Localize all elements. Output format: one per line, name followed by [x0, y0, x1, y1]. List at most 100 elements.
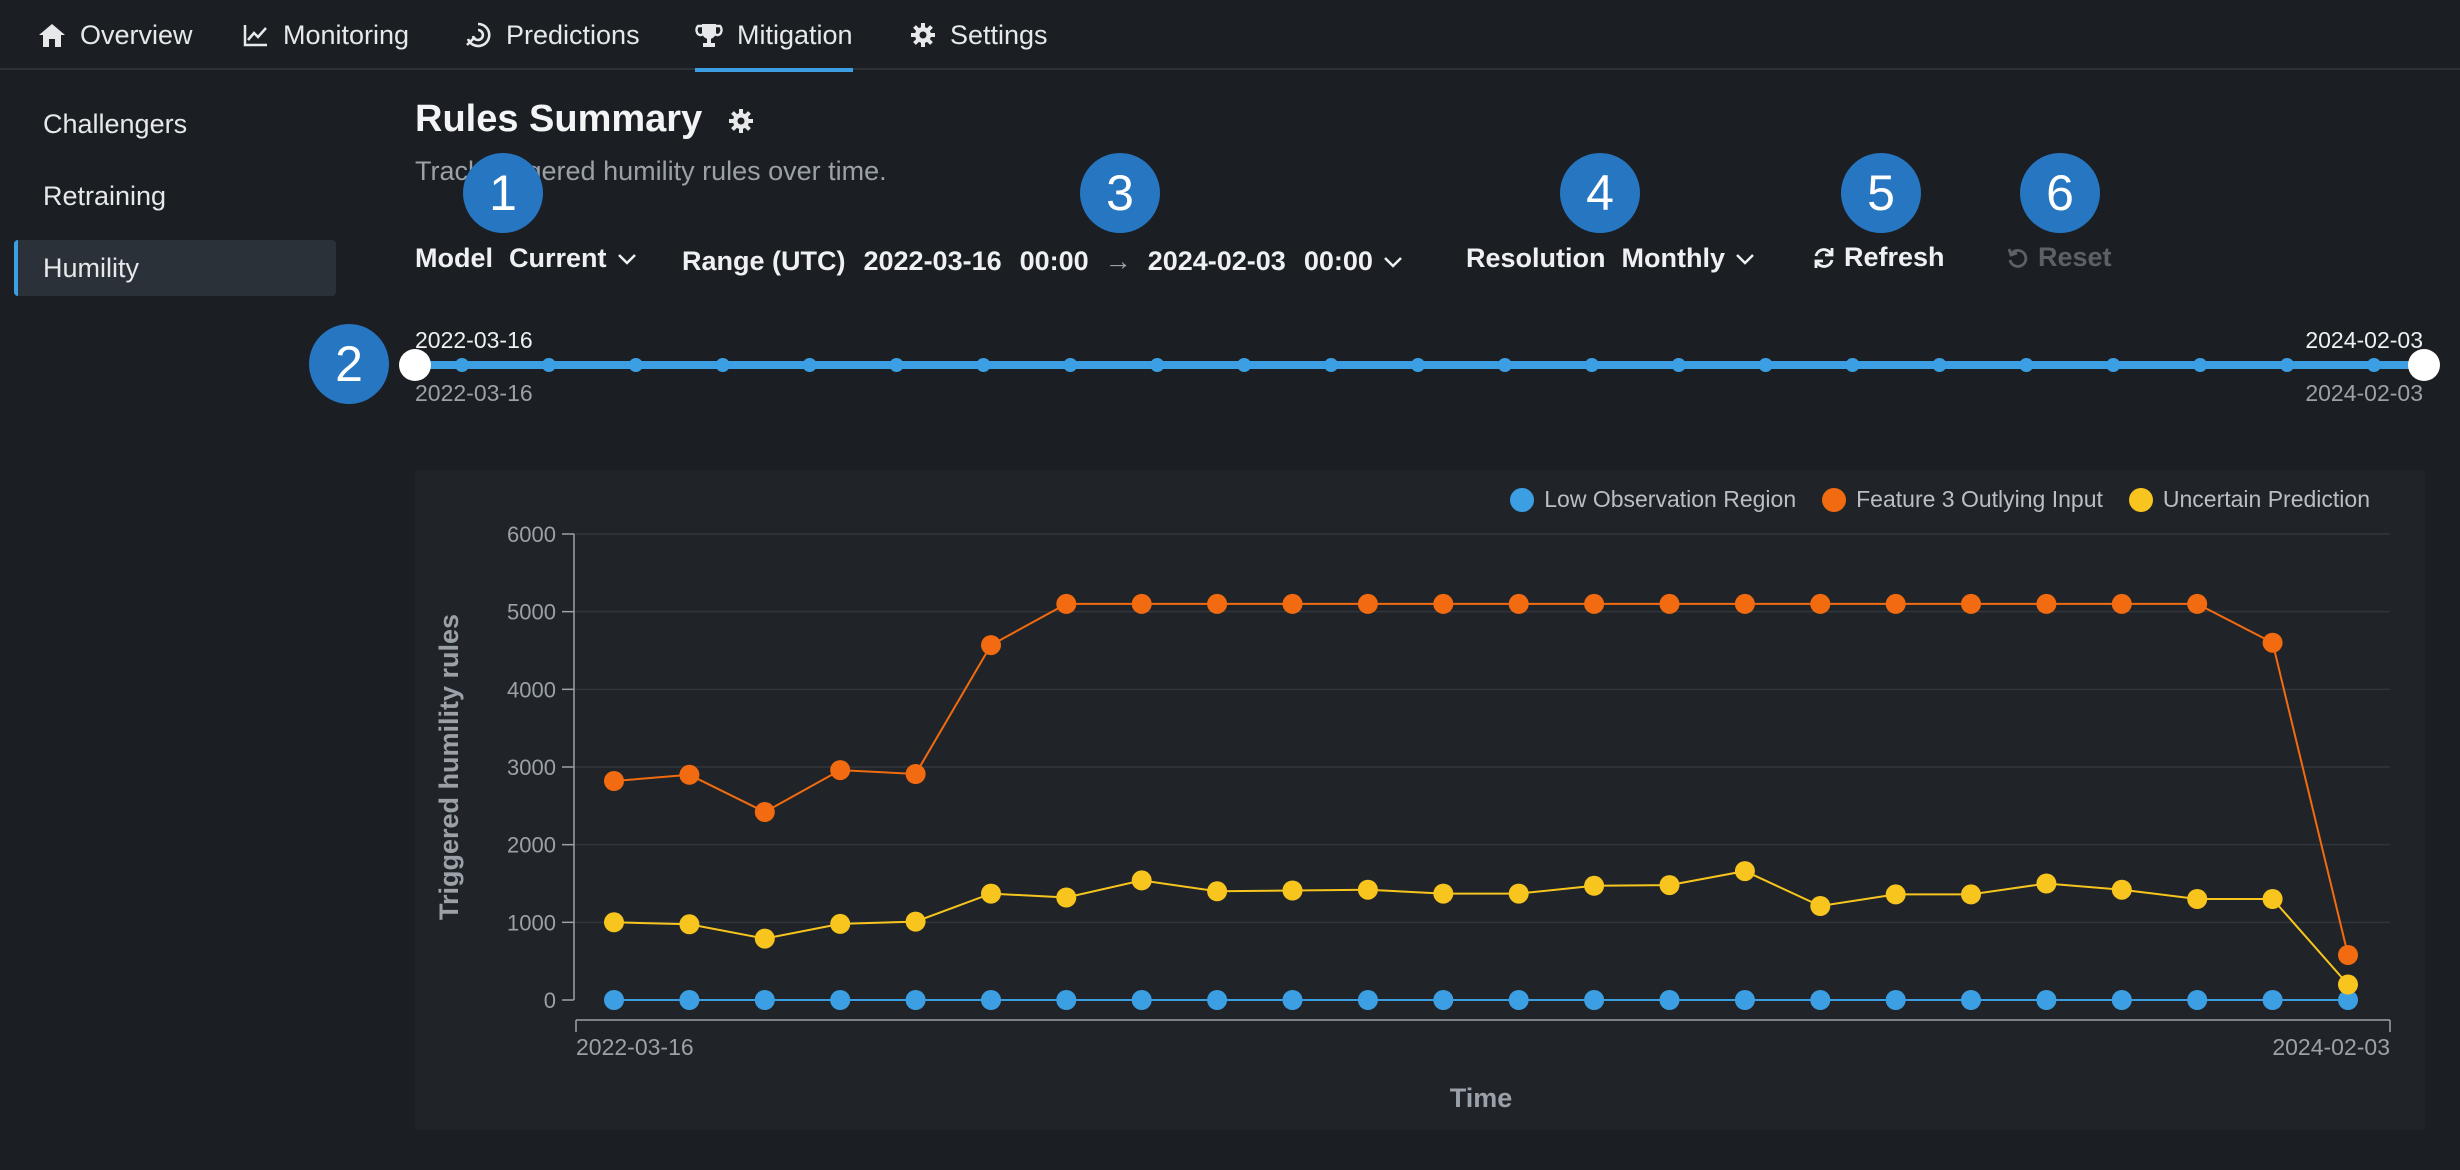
data-point[interactable] — [2111, 593, 2132, 614]
data-point[interactable] — [2111, 879, 2132, 900]
data-point[interactable] — [830, 990, 851, 1010]
range-selector[interactable]: Range (UTC) 2022-03-16 00:00 → 2024-02-0… — [682, 246, 1403, 277]
data-point[interactable] — [754, 990, 775, 1010]
model-selector[interactable]: Model Current — [415, 243, 637, 274]
data-point[interactable] — [1961, 990, 1981, 1010]
range-end-date[interactable]: 2024-02-03 — [1147, 246, 1286, 276]
range-start-time[interactable]: 00:00 — [1019, 246, 1089, 276]
range-slider[interactable] — [0, 345, 2460, 385]
data-point[interactable] — [1282, 880, 1303, 901]
data-point[interactable] — [905, 764, 926, 784]
data-point[interactable] — [2338, 945, 2358, 965]
data-point[interactable] — [1885, 884, 1906, 905]
data-point[interactable] — [1508, 883, 1529, 904]
sidebar-item-humility[interactable]: Humility — [14, 240, 336, 296]
data-point[interactable] — [1810, 896, 1831, 916]
data-point[interactable] — [679, 914, 700, 935]
reset-button[interactable]: Reset — [2006, 242, 2112, 273]
data-point[interactable] — [754, 928, 775, 949]
data-point[interactable] — [1131, 593, 1152, 614]
data-point[interactable] — [1508, 593, 1529, 614]
data-point[interactable] — [2338, 974, 2358, 995]
resolution-value[interactable]: Monthly — [1621, 243, 1725, 273]
data-point[interactable] — [1734, 990, 1755, 1010]
refresh-button[interactable]: Refresh — [1812, 242, 1945, 273]
data-point[interactable] — [1056, 990, 1077, 1010]
data-point[interactable] — [2036, 990, 2057, 1010]
data-point[interactable] — [905, 990, 926, 1010]
data-point[interactable] — [2262, 889, 2283, 909]
sidebar-item-retraining[interactable]: Retraining — [14, 168, 336, 224]
tab-settings[interactable]: Settings — [910, 0, 1048, 70]
data-point[interactable] — [1659, 593, 1680, 614]
model-value[interactable]: Current — [509, 243, 607, 273]
data-point[interactable] — [2262, 990, 2283, 1010]
tab-mitigation[interactable]: Mitigation — [695, 0, 853, 72]
settings-gear-icon[interactable] — [728, 108, 754, 134]
data-point[interactable] — [1508, 990, 1529, 1010]
data-point[interactable] — [1357, 879, 1378, 900]
data-point[interactable] — [1357, 593, 1378, 614]
data-point[interactable] — [604, 771, 624, 791]
data-point[interactable] — [1584, 990, 1605, 1010]
range-start-date[interactable]: 2022-03-16 — [863, 246, 1002, 276]
data-point[interactable] — [1961, 884, 1981, 905]
slider-start-handle[interactable] — [399, 349, 431, 381]
data-point[interactable] — [1810, 990, 1831, 1010]
data-point[interactable] — [2111, 990, 2132, 1010]
data-point[interactable] — [981, 635, 1001, 656]
data-point[interactable] — [1961, 593, 1981, 614]
slider-end-handle[interactable] — [2408, 349, 2440, 381]
data-point[interactable] — [2036, 593, 2057, 614]
slider-tick — [976, 358, 991, 372]
tab-overview[interactable]: Overview — [38, 0, 193, 70]
data-point[interactable] — [1433, 593, 1454, 614]
data-point[interactable] — [1357, 990, 1378, 1010]
data-point[interactable] — [1282, 990, 1303, 1010]
data-point[interactable] — [1207, 593, 1228, 614]
data-point[interactable] — [2338, 990, 2358, 1010]
data-point[interactable] — [1810, 593, 1831, 614]
data-point[interactable] — [1659, 875, 1680, 896]
data-point[interactable] — [604, 912, 624, 933]
data-point[interactable] — [1207, 990, 1228, 1010]
data-point[interactable] — [679, 990, 700, 1010]
data-point[interactable] — [1433, 883, 1454, 904]
data-point[interactable] — [830, 913, 851, 934]
data-point[interactable] — [2187, 593, 2208, 614]
data-point[interactable] — [1734, 861, 1755, 882]
data-point[interactable] — [2036, 873, 2057, 894]
data-point[interactable] — [981, 883, 1001, 904]
data-point[interactable] — [1282, 593, 1303, 614]
data-point[interactable] — [2187, 889, 2208, 909]
range-end-time[interactable]: 00:00 — [1303, 246, 1373, 276]
data-point[interactable] — [1885, 593, 1906, 614]
tab-monitoring[interactable]: Monitoring — [243, 0, 409, 70]
tab-predictions[interactable]: Predictions — [464, 0, 640, 70]
data-point[interactable] — [754, 802, 775, 822]
legend-item-outlying-input[interactable]: Feature 3 Outlying Input — [1822, 486, 2103, 513]
data-point[interactable] — [1584, 593, 1605, 614]
data-point[interactable] — [2187, 990, 2208, 1010]
data-point[interactable] — [1433, 990, 1454, 1010]
data-point[interactable] — [905, 911, 926, 932]
data-point[interactable] — [1659, 990, 1680, 1010]
legend-item-low-observation[interactable]: Low Observation Region — [1510, 486, 1796, 513]
data-point[interactable] — [679, 764, 700, 785]
data-point[interactable] — [981, 990, 1001, 1010]
data-point[interactable] — [1734, 593, 1755, 614]
data-point[interactable] — [2262, 632, 2283, 653]
data-point[interactable] — [1885, 990, 1906, 1010]
legend-item-uncertain-prediction[interactable]: Uncertain Prediction — [2128, 486, 2370, 513]
data-point[interactable] — [1056, 593, 1077, 614]
data-point[interactable] — [604, 990, 624, 1010]
data-point[interactable] — [830, 760, 851, 781]
data-point[interactable] — [1584, 875, 1605, 896]
sidebar-item-challengers[interactable]: Challengers — [14, 96, 336, 152]
data-point[interactable] — [1131, 870, 1152, 891]
series-line — [613, 602, 2349, 956]
resolution-selector[interactable]: Resolution Monthly — [1466, 243, 1755, 274]
data-point[interactable] — [1056, 887, 1077, 908]
data-point[interactable] — [1207, 881, 1228, 902]
data-point[interactable] — [1131, 990, 1152, 1010]
